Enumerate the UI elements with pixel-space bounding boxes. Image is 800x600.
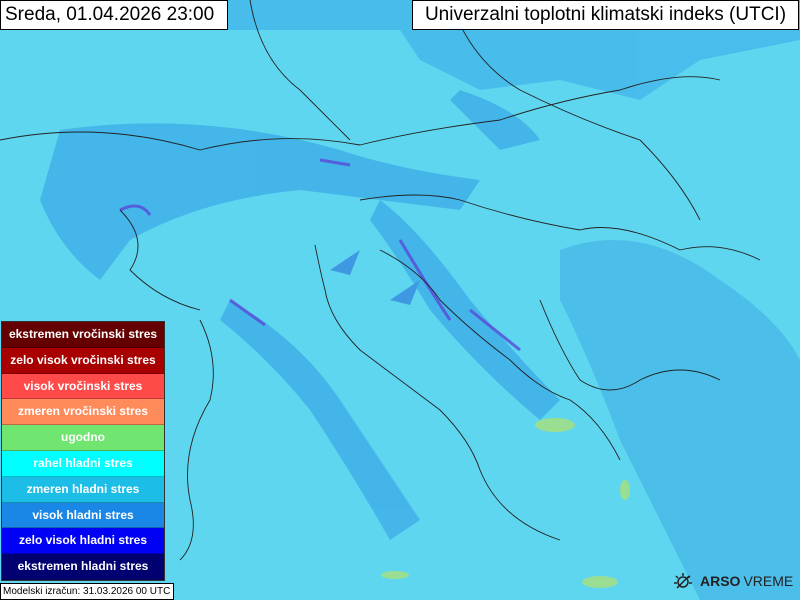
legend-item-extreme-heat-stress: ekstremen vročinski stres (2, 322, 164, 348)
model-run-label: Modelski izračun: 31.03.2026 00 UTC (0, 583, 175, 600)
legend-item-extreme-cold-stress: ekstremen hladni stres (2, 554, 164, 580)
legend-item-moderate-cold-stress: zmeren hladni stres (2, 476, 164, 503)
borders-and-coastlines (0, 0, 761, 561)
logo-text-vreme: VREME (743, 573, 794, 589)
legend-item-strong-cold-stress: visok hladni stres (2, 502, 164, 529)
sun-logo-icon (674, 573, 692, 589)
legend-item-strong-heat-stress: visok vročinski stres (2, 373, 164, 400)
legend-item-comfortable: ugodno (2, 425, 164, 451)
legend-item-very-strong-cold-stress: zelo visok hladni stres (2, 528, 164, 555)
map-title: Univerzalni toplotni klimatski indeks (U… (412, 0, 799, 30)
very-cold-stress-lines (119, 158, 521, 352)
forecast-datetime: Sreda, 01.04.2026 23:00 (0, 0, 228, 30)
arso-logo[interactable]: ARSO VREME (672, 570, 793, 592)
logo-text-arso: ARSO (700, 573, 741, 589)
legend-item-slight-cold-stress: rahel hladni stres (2, 450, 164, 477)
legend: ekstremen vročinski stres zelo visok vro… (1, 321, 165, 581)
legend-item-very-strong-heat-stress: zelo visok vročinski stres (2, 347, 164, 374)
legend-item-moderate-heat-stress: zmeren vročinski stres (2, 399, 164, 426)
comfort-zones (381, 418, 630, 588)
